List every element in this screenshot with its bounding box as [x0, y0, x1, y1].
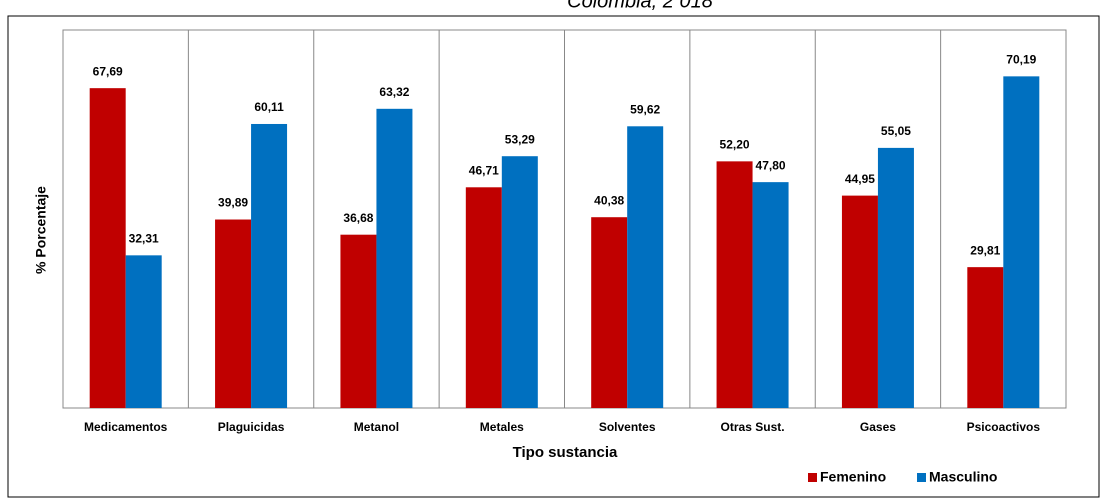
- value-label: 60,11: [254, 100, 284, 114]
- bar: [340, 234, 377, 408]
- x-tick-label: Gases: [860, 420, 896, 434]
- bar: [501, 156, 538, 408]
- x-tick-label: Metanol: [354, 420, 399, 434]
- value-label: 55,05: [881, 124, 911, 138]
- bar: [591, 217, 628, 408]
- chart-title: Colombia, 2 018: [567, 0, 713, 12]
- x-tick-label: Plaguicidas: [218, 420, 285, 434]
- x-tick-label: Solventes: [599, 420, 656, 434]
- value-label: 47,80: [756, 158, 786, 172]
- bar: [465, 187, 502, 408]
- value-label: 29,81: [970, 243, 1000, 257]
- x-axis-label: Tipo sustancia: [513, 444, 618, 461]
- bar: [716, 161, 753, 408]
- bar: [1003, 76, 1040, 409]
- x-tick-label: Otras Sust.: [721, 420, 785, 434]
- bar: [627, 126, 664, 408]
- x-tick-label: Psicoactivos: [967, 420, 1041, 434]
- value-label: 44,95: [845, 172, 875, 186]
- bar: [841, 195, 878, 408]
- value-label: 39,89: [218, 196, 248, 210]
- value-label: 59,62: [630, 102, 660, 116]
- legend-label: Masculino: [929, 469, 997, 485]
- value-label: 40,38: [594, 193, 624, 207]
- x-tick-label: Medicamentos: [84, 420, 168, 434]
- value-label: 36,68: [343, 211, 373, 225]
- bar: [215, 219, 252, 408]
- y-axis-label: % Porcentaje: [33, 186, 49, 274]
- bar: [967, 267, 1004, 408]
- legend-swatch: [917, 473, 926, 482]
- value-label: 67,69: [93, 64, 123, 78]
- bar: [125, 255, 162, 408]
- value-label: 52,20: [720, 138, 750, 152]
- bar: [376, 108, 413, 409]
- value-label: 63,32: [379, 85, 409, 99]
- bar: [877, 147, 914, 409]
- legend-label: Femenino: [820, 469, 886, 485]
- value-label: 70,19: [1006, 53, 1036, 67]
- bar: [251, 123, 288, 408]
- value-label: 53,29: [505, 132, 535, 146]
- value-label: 32,31: [129, 232, 159, 246]
- legend-swatch: [808, 473, 817, 482]
- bar: [752, 182, 789, 408]
- x-tick-label: Metales: [480, 420, 524, 434]
- value-label: 46,71: [469, 163, 499, 177]
- bar: [89, 88, 126, 409]
